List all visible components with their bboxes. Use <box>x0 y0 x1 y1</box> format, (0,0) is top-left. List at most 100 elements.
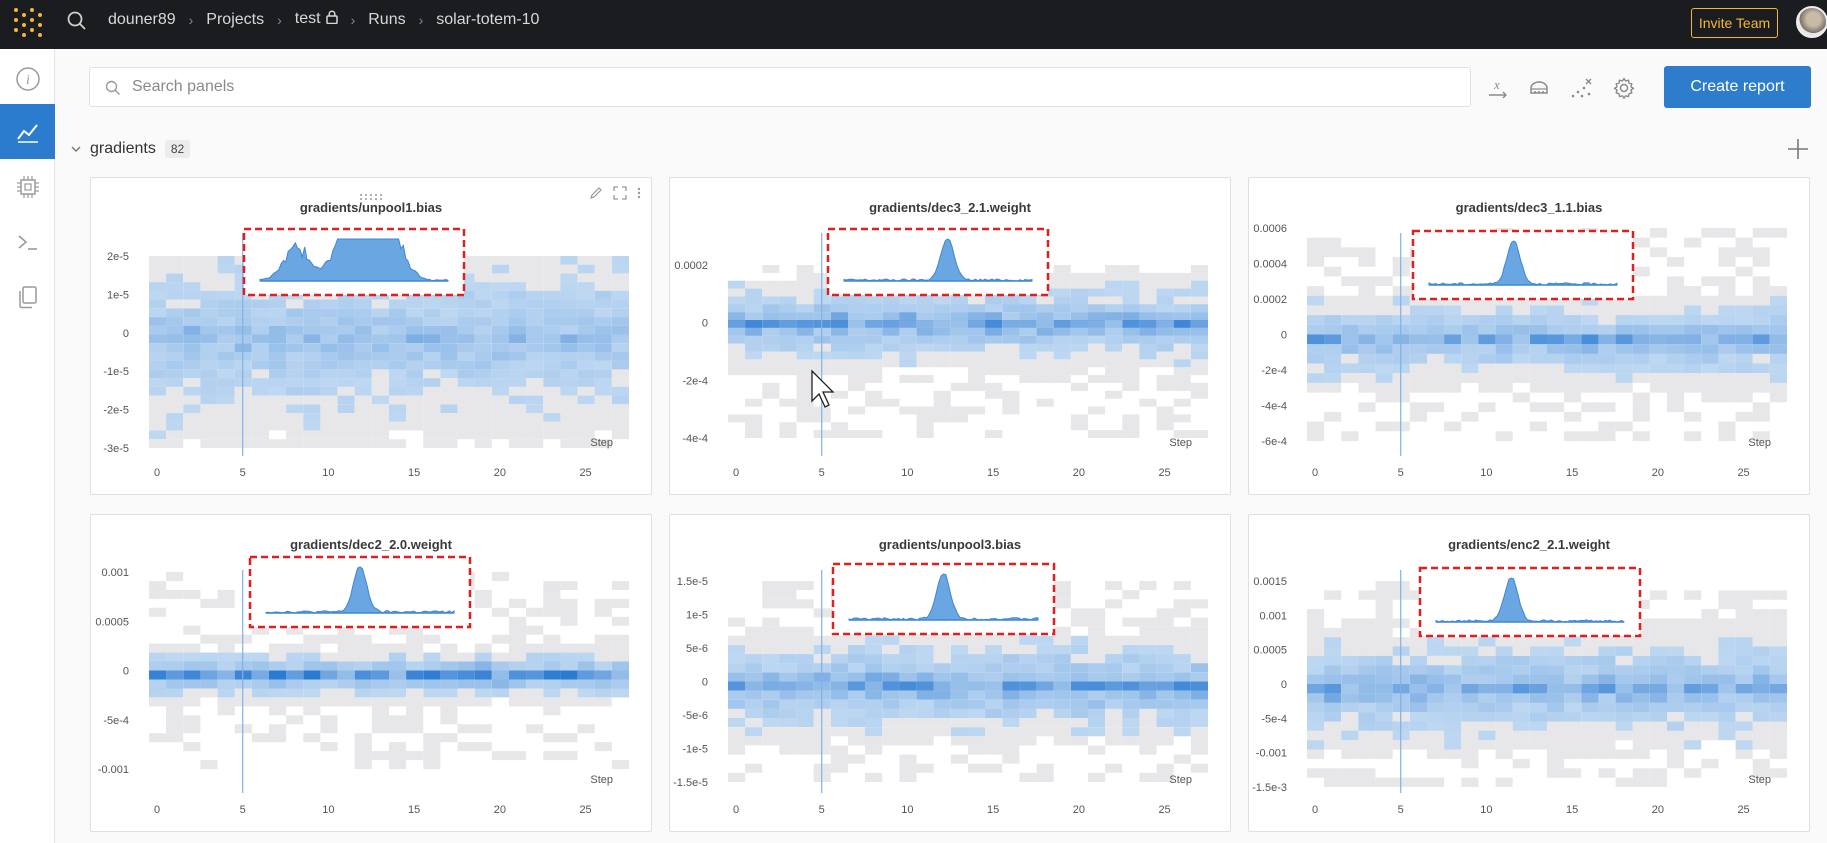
histogram-bin <box>474 598 492 608</box>
drag-handle-icon[interactable] <box>359 188 383 206</box>
histogram-bin <box>594 290 612 300</box>
edit-icon[interactable] <box>589 186 603 205</box>
histogram-bin <box>1684 674 1702 684</box>
histogram-bin <box>526 273 544 283</box>
histogram-bin <box>1341 721 1359 731</box>
breadcrumb-run[interactable]: solar-totem-10 <box>436 10 540 28</box>
histogram-bin <box>217 282 235 291</box>
histogram-chart[interactable]: 1.5e-51e-55e-60-5e-6-1e-5-1.5e-50 5 10 15 20… <box>670 515 1232 833</box>
invite-team-button[interactable]: Invite Team <box>1691 8 1778 38</box>
histogram-bin <box>1105 272 1123 281</box>
histogram-bin <box>1718 590 1736 600</box>
section-header-gradients[interactable]: gradients 82 <box>70 140 191 158</box>
histogram-bin <box>985 690 1003 700</box>
histogram-bin <box>1358 740 1376 750</box>
histogram-bin <box>457 299 475 309</box>
add-panel-icon[interactable] <box>1786 137 1810 161</box>
panel-2[interactable]: gradients/dec3_2.1.weight 0.0002 0 -2e-4 -4e… <box>669 177 1231 495</box>
histogram-bin <box>560 360 578 370</box>
search-panels-input[interactable] <box>132 78 1432 96</box>
histogram-bin <box>762 672 780 682</box>
outlier-icon[interactable] <box>1569 76 1593 100</box>
histogram-bin <box>1564 392 1582 403</box>
histogram-bin <box>526 439 544 448</box>
histogram-bin <box>474 343 492 352</box>
histogram-bin <box>166 643 184 653</box>
histogram-bin <box>1324 768 1342 778</box>
histogram-bin <box>1324 590 1342 600</box>
histogram-bin <box>1105 327 1123 336</box>
create-report-button[interactable]: Create report <box>1664 66 1811 108</box>
histogram-bin <box>474 334 492 344</box>
histogram-bin <box>1088 663 1106 673</box>
panel-1[interactable]: gradients/unpool1.bias 2e-5 1e-5 0 -1e-5 -2e-… <box>90 177 652 495</box>
histogram-bin <box>1070 296 1088 305</box>
histogram-bin <box>968 304 986 313</box>
breadcrumb-project[interactable]: test <box>295 10 338 29</box>
histogram-bin <box>166 317 184 326</box>
x-axis-icon[interactable]: x <box>1486 76 1510 100</box>
avatar[interactable] <box>1796 6 1827 38</box>
breadcrumb-user[interactable]: douner89 <box>108 10 176 28</box>
sidebar-item-logs[interactable] <box>0 214 55 269</box>
histogram-bin <box>166 404 184 414</box>
breadcrumb-projects[interactable]: Projects <box>206 10 265 28</box>
histogram-bin <box>916 359 934 368</box>
panel-4[interactable]: gradients/dec2_2.0.weight 0.001 0.0005 0 -5e… <box>90 514 652 832</box>
x-tick-label: 20 <box>1073 467 1085 479</box>
sidebar-item-charts[interactable] <box>0 104 55 159</box>
histogram-bin <box>1427 315 1445 325</box>
histogram-bin <box>1735 237 1753 248</box>
histogram-bin <box>1341 618 1359 628</box>
histogram-bin <box>166 697 184 707</box>
smoothing-icon[interactable] <box>1527 76 1551 100</box>
histogram-bin <box>200 652 218 662</box>
gear-icon[interactable] <box>1612 76 1636 100</box>
histogram-bin <box>491 369 509 379</box>
histogram-bin <box>543 652 561 662</box>
panel-6[interactable]: gradients/enc2_2.1.weight 0.0015 0.001 0.00… <box>1248 514 1810 832</box>
panel-5[interactable]: gradients/unpool3.bias 1.5e-5 1e-5 5e-6 0 -5e… <box>669 514 1231 832</box>
histogram-bin <box>1632 684 1650 694</box>
histogram-bin <box>779 635 797 645</box>
panel-3[interactable]: gradients/dec3_1.1.bias 0.0006 0.0004 0.000… <box>1248 177 1810 495</box>
more-menu-icon[interactable] <box>637 186 641 205</box>
histogram-bin <box>1088 296 1106 305</box>
histogram-bin <box>1324 382 1342 393</box>
histogram-bin <box>406 724 424 734</box>
histogram-bin <box>1156 681 1174 691</box>
fullscreen-icon[interactable] <box>613 186 627 205</box>
histogram-bin <box>217 378 235 387</box>
histogram-bin <box>166 378 184 387</box>
panel-title: gradients/dec3_1.1.bias <box>1455 200 1603 215</box>
histogram-bin <box>1019 654 1037 664</box>
search-panels-field[interactable] <box>89 67 1471 107</box>
histogram-bin <box>389 413 407 422</box>
histogram-bin <box>1752 655 1770 666</box>
histogram-bin <box>1190 265 1208 273</box>
histogram-bin <box>1156 414 1174 423</box>
sidebar-item-system[interactable] <box>0 159 55 214</box>
sidebar-item-overview[interactable]: i <box>0 51 55 106</box>
histogram-bin <box>389 325 407 335</box>
search-icon[interactable] <box>66 10 88 32</box>
histogram-bin <box>286 386 304 396</box>
histogram-bin <box>1581 655 1599 666</box>
histogram-bin <box>183 421 201 431</box>
y-tick-label: 1.5e-5 <box>677 576 708 588</box>
histogram-bin <box>1019 359 1037 368</box>
histogram-bin <box>166 395 184 405</box>
histogram-bin <box>303 439 321 448</box>
histogram-bin <box>1173 383 1191 391</box>
sidebar-item-files[interactable] <box>0 269 55 324</box>
histogram-bin <box>1547 674 1565 684</box>
histogram-bin <box>1564 768 1582 778</box>
wandb-logo-icon[interactable] <box>14 8 42 40</box>
breadcrumb-runs[interactable]: Runs <box>368 10 406 28</box>
histogram-bin <box>1752 627 1770 638</box>
